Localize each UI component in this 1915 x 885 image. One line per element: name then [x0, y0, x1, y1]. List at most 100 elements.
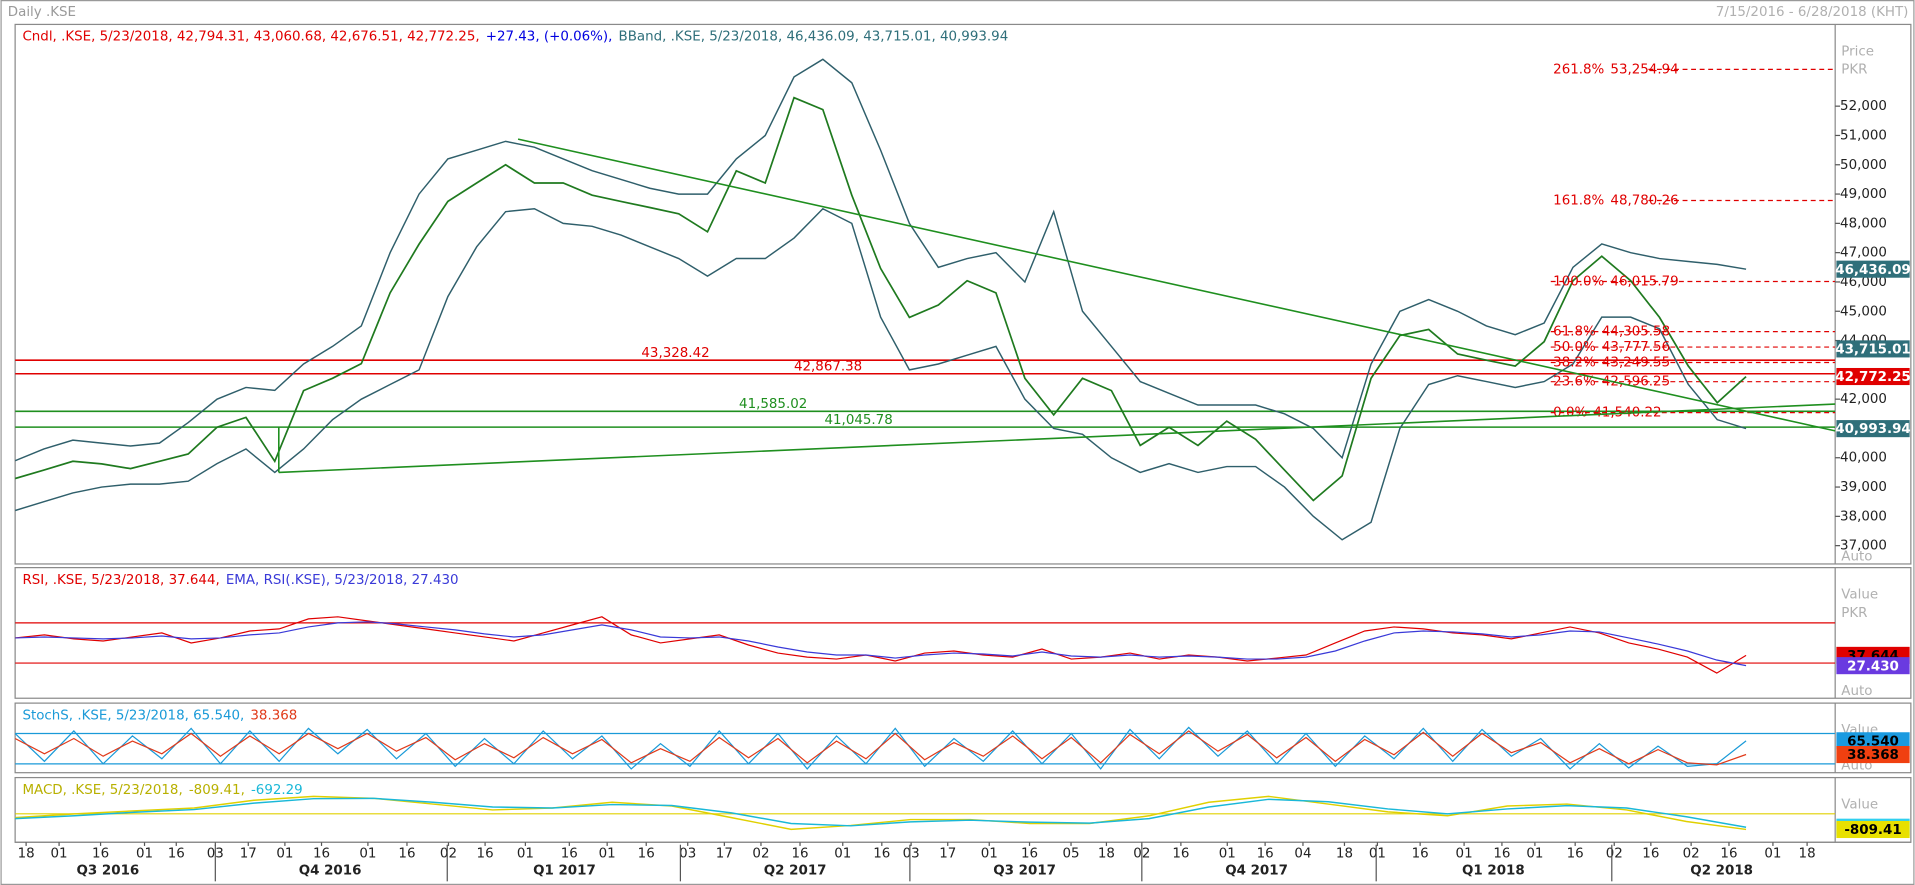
value-box-label: 42,772.25 [1835, 370, 1910, 385]
value-box-label: 65.540 [1847, 734, 1899, 749]
x-tick-label: 18 [1799, 846, 1816, 861]
y-tick-label: 38,000 [1840, 509, 1887, 524]
x-tick-label: 16 [791, 846, 808, 861]
plot-layer: Cndl, .KSE, 5/23/2018, 42,794.31, 43,060… [14, 23, 1912, 882]
x-tick-label: 03 [679, 846, 696, 861]
fib-label: 38.2% 43,249.55 [1553, 356, 1670, 371]
value-box [1836, 820, 1910, 839]
legend-entry: +27.43, (+0.06%), [486, 30, 613, 45]
quarter-label: Q1 2017 [533, 863, 596, 878]
fib-level: 161.8% [1553, 193, 1604, 208]
fib-value: 44,305.58 [1602, 325, 1670, 340]
fib-label: 100.0% 46,015.79 [1553, 274, 1678, 289]
fib-level: 261.8% [1553, 62, 1604, 77]
fib-value: 53,254.94 [1610, 62, 1678, 77]
x-tick-label: 02 [752, 846, 769, 861]
x-tick-label: 01 [136, 846, 153, 861]
fib-label: 50.0% 43,777.56 [1553, 340, 1670, 355]
value-box-label: 27.430 [1847, 659, 1899, 674]
legend: Cndl, .KSE, 5/23/2018, 42,794.31, 43,060… [22, 30, 1008, 45]
fib-label: 161.8% 48,780.26 [1553, 193, 1678, 208]
x-tick-label: 05 [1062, 846, 1079, 861]
x-tick-label: 02 [1606, 846, 1623, 861]
trend-line [517, 138, 1836, 432]
trend-line [278, 403, 1836, 474]
y-tick-label: 40,000 [1840, 451, 1887, 466]
y-tick-label: 48,000 [1840, 216, 1887, 231]
x-tick-label: 16 [1642, 846, 1659, 861]
series-line [15, 58, 1747, 462]
series-line [15, 795, 1747, 831]
x-tick-label: 01 [1526, 846, 1543, 861]
x-tick-label: 16 [398, 846, 415, 861]
fib-level: 100.0% [1553, 274, 1604, 289]
x-tick-label: 04 [1294, 846, 1311, 861]
legend: MACD, .KSE, 5/23/2018, -809.41, -692.29 [22, 783, 302, 798]
support-label: 41,585.02 [739, 397, 807, 412]
panel-plot [15, 795, 1836, 831]
value-box-label: 40,993.94 [1835, 422, 1910, 437]
x-tick-label: 18 [1336, 846, 1353, 861]
x-tick-label: 16 [873, 846, 890, 861]
fib-level: 38.2% [1553, 356, 1596, 371]
fib-label: 61.8% 44,305.58 [1553, 325, 1670, 340]
value-box-label: 38.368 [1847, 748, 1899, 763]
series-line [15, 96, 1747, 502]
series-line [15, 207, 1747, 541]
y-tick-label: 37,000 [1840, 539, 1887, 554]
axis-label: Value [1841, 587, 1878, 602]
value-box [1836, 260, 1910, 278]
x-tick-label: 17 [716, 846, 733, 861]
x-tick-label: 01 [51, 846, 68, 861]
x-tick-label: 17 [939, 846, 956, 861]
value-box [1836, 657, 1910, 675]
legend-entry: EMA, RSI(.KSE), 5/23/2018, 27.430 [226, 573, 459, 588]
x-tick-label: 16 [1720, 846, 1737, 861]
panel-plot [15, 58, 1836, 541]
x-tick-label: 16 [561, 846, 578, 861]
value-box-label: -809.41 [1844, 823, 1901, 838]
quarter-label: Q4 2017 [1225, 863, 1288, 878]
value-box [1836, 746, 1910, 764]
legend-entry: RSI, .KSE, 5/23/2018, 37.644, [22, 573, 219, 588]
support-label: 43,328.42 [641, 346, 709, 361]
support-label: 42,867.38 [794, 359, 862, 374]
value-box [1836, 420, 1910, 438]
date-range: 7/15/2016 - 6/28/2018 (KHT) [1716, 5, 1909, 20]
axis-label: PKR [1841, 606, 1867, 621]
value-box-label: 43,715.01 [1835, 343, 1910, 358]
series-line [15, 621, 1747, 667]
legend-entry: MACD, .KSE, 5/23/2018, [22, 783, 182, 798]
y-tick-label: 42,000 [1840, 392, 1887, 407]
window-title: Daily .KSE [8, 5, 76, 20]
quarter-label: Q1 2018 [1462, 863, 1525, 878]
series-line [15, 730, 1747, 766]
fib-value: 46,015.79 [1610, 274, 1678, 289]
axis-label: Price [1841, 44, 1874, 59]
fib-level: 50.0% [1553, 340, 1596, 355]
fib-level: 0.0% [1553, 406, 1587, 421]
fib-value: 42,596.25 [1602, 375, 1670, 390]
y-tick-label: 51,000 [1840, 128, 1887, 143]
panel-frame [14, 23, 1912, 565]
y-tick-label: 50,000 [1840, 158, 1887, 173]
x-tick-label: 03 [903, 846, 920, 861]
legend-entry: -692.29 [251, 783, 303, 798]
x-tick-label: 17 [240, 846, 257, 861]
panel-plot [15, 616, 1836, 674]
x-tick-label: 01 [1456, 846, 1473, 861]
quarter-label: Q2 2017 [764, 863, 827, 878]
legend-entry: Cndl, .KSE, 5/23/2018, 42,794.31, 43,060… [22, 30, 479, 45]
x-tick-label: 01 [517, 846, 534, 861]
series-line [15, 797, 1747, 828]
axis-label: Value [1841, 797, 1878, 812]
x-tick-label: 02 [440, 846, 457, 861]
quarter-label: Q3 2017 [993, 863, 1056, 878]
legend-entry: StochS, .KSE, 5/23/2018, 65.540, [22, 708, 244, 723]
x-tick-label: 01 [1369, 846, 1386, 861]
y-tick-label: 49,000 [1840, 187, 1887, 202]
value-box-label: 46,436.09 [1835, 263, 1910, 278]
value-box [1836, 732, 1910, 750]
